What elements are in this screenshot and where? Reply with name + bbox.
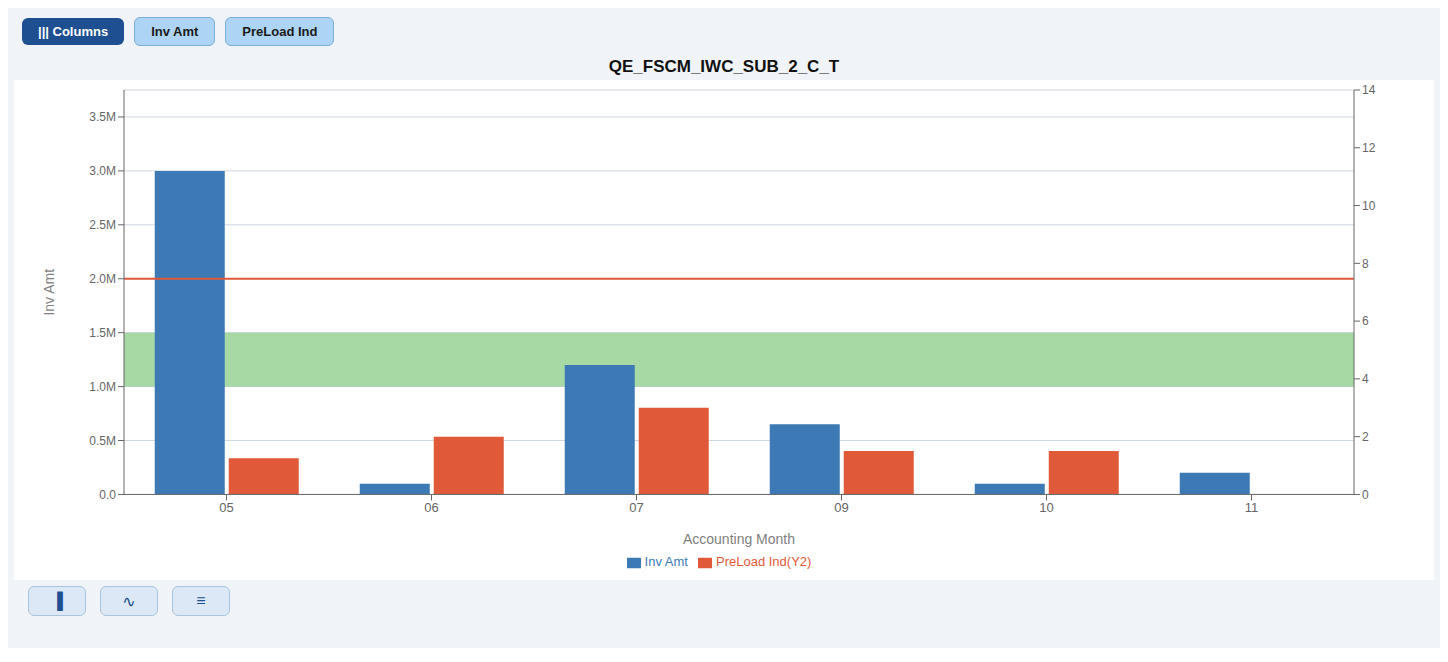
svg-text:1.5M: 1.5M bbox=[89, 326, 116, 340]
svg-text:11: 11 bbox=[1245, 500, 1259, 515]
svg-text:2.5M: 2.5M bbox=[89, 218, 116, 232]
svg-text:4: 4 bbox=[1362, 372, 1369, 386]
html-text:||| Columns: ||| Columns bbox=[38, 23, 109, 39]
svg-text:Accounting Month: Accounting Month bbox=[683, 531, 795, 547]
svg-text:2: 2 bbox=[1362, 430, 1369, 444]
html-text:PreLoad Ind: PreLoad Ind bbox=[242, 23, 318, 39]
svg-text:3.0M: 3.0M bbox=[89, 164, 116, 178]
svg-text:09: 09 bbox=[834, 500, 848, 515]
svg-text:10: 10 bbox=[1039, 500, 1053, 515]
svg-text:14: 14 bbox=[1362, 83, 1376, 97]
svg-text:Inv Amt: Inv Amt bbox=[41, 269, 57, 316]
html-text:QE_FSCM_IWC_SUB_2_C_T: QE_FSCM_IWC_SUB_2_C_T bbox=[608, 57, 840, 76]
svg-text:2.0M: 2.0M bbox=[89, 272, 116, 286]
svg-text:0.5M: 0.5M bbox=[89, 434, 116, 448]
svg-text:1.0M: 1.0M bbox=[89, 380, 116, 394]
svg-text:07: 07 bbox=[629, 500, 643, 515]
svg-text:0.0: 0.0 bbox=[99, 488, 116, 502]
svg-text:3.5M: 3.5M bbox=[89, 110, 116, 124]
svg-text:05: 05 bbox=[219, 500, 233, 515]
html-text:PreLoad Ind(Y2): PreLoad Ind(Y2) bbox=[716, 554, 812, 570]
html-text:Inv Amt: Inv Amt bbox=[151, 23, 199, 39]
html-text:Inv Amt: Inv Amt bbox=[644, 554, 688, 570]
svg-text:0: 0 bbox=[1362, 488, 1369, 502]
svg-text:10: 10 bbox=[1362, 199, 1376, 213]
svg-text:6: 6 bbox=[1362, 314, 1369, 328]
svg-text:12: 12 bbox=[1362, 141, 1376, 155]
svg-text:8: 8 bbox=[1362, 257, 1369, 271]
svg-text:06: 06 bbox=[424, 500, 438, 515]
